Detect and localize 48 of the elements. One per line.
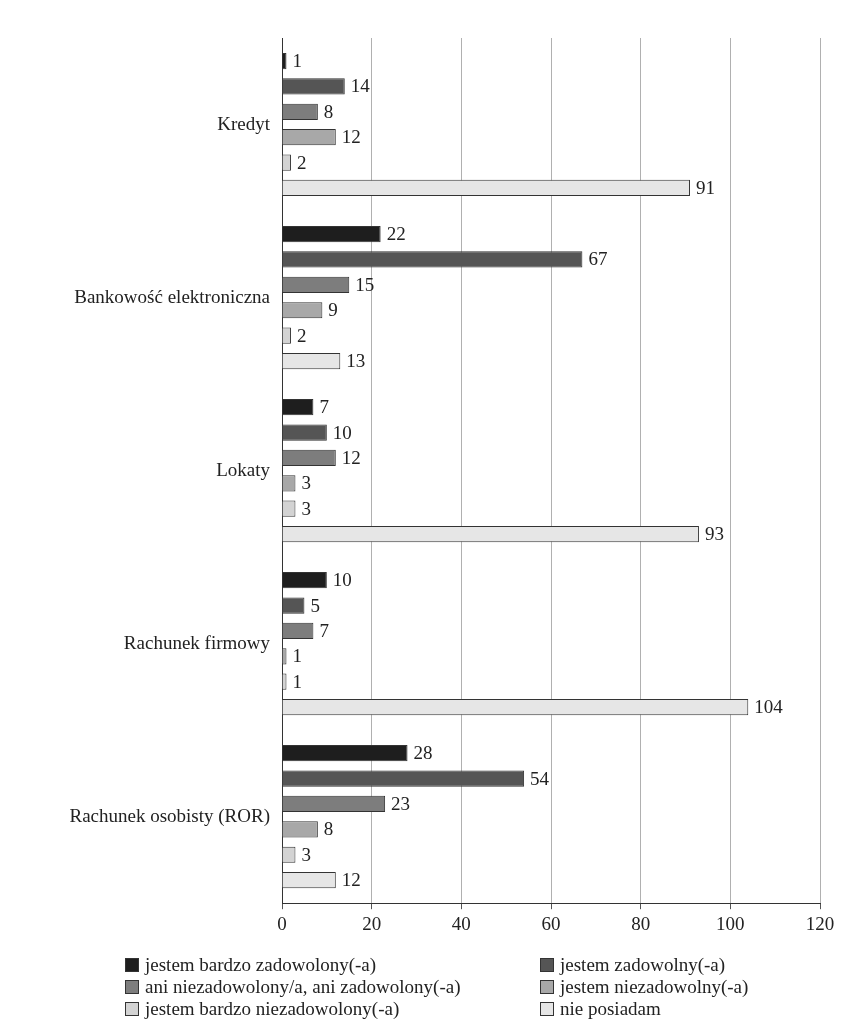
data-label: 12 [341,869,361,891]
y-tick-label: Rachunek firmowy [123,631,271,653]
data-label: 3 [301,472,311,494]
data-label: 12 [341,446,361,468]
x-tick-label: 60 [541,912,561,934]
data-label: 104 [754,696,784,718]
data-label: 8 [323,818,334,840]
legend-label: jestem niezadowolny(-a) [560,976,749,997]
data-label: 3 [301,497,311,519]
data-label: 22 [386,223,406,245]
x-tick-label: 120 [805,912,835,934]
data-label: 23 [391,792,411,814]
data-label: 15 [355,273,375,295]
x-tick-label: 100 [716,912,745,934]
y-tick-label: Lokaty [216,458,271,480]
x-tick-label: 0 [277,912,287,934]
y-tick-label: Rachunek osobisty (ROR) [69,804,270,827]
data-label: 10 [332,421,352,443]
data-label: 14 [350,75,371,97]
legend-label: jestem bardzo niezadowolony(-a) [145,998,400,1019]
data-label: 28 [413,742,433,764]
y-tick-label: Bankowość elektroniczna [74,285,271,307]
data-label: 9 [328,299,338,321]
data-label: 2 [296,324,307,346]
data-label: 7 [319,396,329,418]
data-label: 12 [341,126,361,148]
data-label: 1 [292,50,302,72]
legend-label: jestem zadowolny(-a) [560,954,726,975]
data-label: 1 [292,645,302,667]
x-tick-label: 40 [451,912,471,934]
data-label: 3 [301,843,311,865]
data-label: 8 [323,100,334,122]
legend-label: ani niezadowolony/a, ani zadowolony(-a) [145,976,461,997]
x-tick-label: 20 [362,912,382,934]
data-label: 7 [319,619,329,641]
data-label: 54 [530,767,550,789]
data-label: 93 [704,523,724,545]
data-label: 10 [332,569,352,591]
data-label: 91 [695,176,715,198]
y-tick-label: Kredyt [217,112,271,134]
x-tick-label: 80 [631,912,651,934]
legend-label: jestem bardzo zadowolony(-a) [145,954,377,975]
data-label: 1 [292,670,302,692]
data-label: 13 [346,349,366,371]
data-label: 2 [296,151,307,173]
data-label: 5 [310,594,320,616]
data-label: 67 [588,248,608,270]
legend-label: nie posiadam [560,998,661,1019]
